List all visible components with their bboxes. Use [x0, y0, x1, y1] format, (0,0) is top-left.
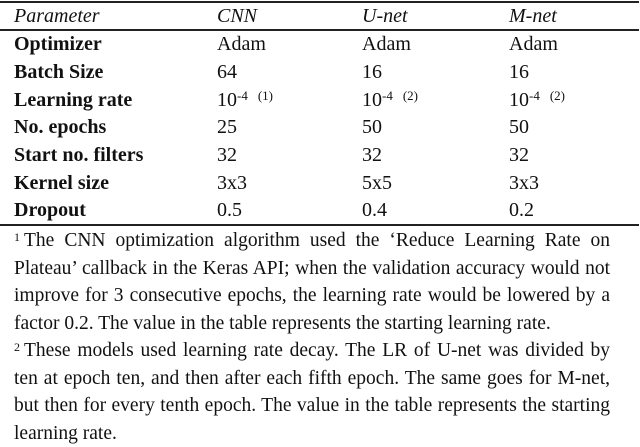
exponent: -4 [529, 88, 540, 103]
header-unet: U-net [362, 5, 408, 27]
footnote-2: 2 These models used learning rate decay. … [14, 337, 610, 447]
row-label: Batch Size [14, 61, 104, 83]
header-mnet: M-net [509, 5, 557, 27]
base: 10 [217, 89, 237, 111]
row-label: Dropout [14, 199, 86, 221]
footnote-ref: (2) [402, 88, 419, 103]
cnn-value: Adam [217, 33, 266, 55]
footnote-text: The CNN optimization algorithm used the … [14, 230, 610, 334]
unet-value: 0.4 [362, 199, 387, 221]
bottom-rule [0, 224, 639, 226]
exponent: -4 [237, 88, 248, 103]
row-label: Learning rate [14, 89, 133, 111]
mnet-value: 32 [509, 144, 529, 166]
footnote-1: 1 The CNN optimization algorithm used the… [14, 227, 610, 337]
header-cnn: CNN [217, 5, 258, 27]
unet-value: 16 [362, 61, 382, 83]
exponent: -4 [382, 88, 393, 103]
mnet-value: 50 [509, 116, 529, 138]
cnn-value: 32 [217, 144, 237, 166]
footnote-mark: 1 [14, 230, 20, 244]
mnet-value: 0.2 [509, 199, 534, 221]
footnote-ref: (1) [257, 88, 274, 103]
mnet-value: 16 [509, 61, 529, 83]
mnet-value: 3x3 [509, 172, 539, 194]
footnote-mark: 2 [14, 340, 20, 354]
mnet-value: 10-4 (2) [509, 87, 565, 113]
top-rule [0, 1, 639, 3]
cnn-value: 10-4 (1) [217, 87, 273, 113]
footnote-ref: (2) [549, 88, 566, 103]
row-label: Optimizer [14, 33, 102, 55]
base: 10 [509, 89, 529, 111]
row-label: No. epochs [14, 116, 107, 138]
base: 10 [362, 89, 382, 111]
unet-value: 32 [362, 144, 382, 166]
cnn-value: 3x3 [217, 172, 247, 194]
footnote-text: These models used learning rate decay. T… [14, 340, 610, 444]
unet-value: Adam [362, 33, 411, 55]
header-parameter: Parameter [14, 5, 100, 27]
unet-value: 5x5 [362, 172, 392, 194]
unet-value: 10-4 (2) [362, 87, 418, 113]
mnet-value: Adam [509, 33, 558, 55]
cnn-value: 25 [217, 116, 237, 138]
unet-value: 50 [362, 116, 382, 138]
row-label: Kernel size [14, 172, 109, 194]
row-label: Start no. filters [14, 144, 144, 166]
cnn-value: 64 [217, 61, 237, 83]
cnn-value: 0.5 [217, 199, 242, 221]
header-rule [0, 29, 639, 31]
